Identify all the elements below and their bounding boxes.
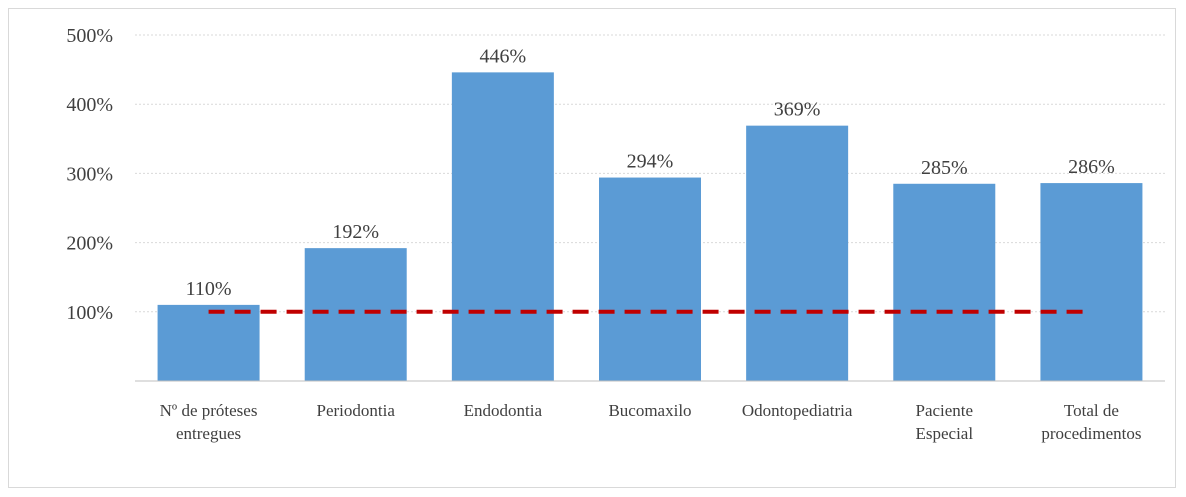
category-label-line: Nº de próteses (160, 401, 258, 420)
category-label: Bucomaxilo (608, 401, 691, 420)
data-label: 285% (921, 157, 968, 179)
bar (746, 126, 848, 381)
data-label: 110% (186, 278, 232, 300)
bar (599, 178, 701, 381)
category-label: Periodontia (317, 401, 396, 420)
bar (452, 72, 554, 381)
data-label: 446% (480, 45, 527, 67)
data-label: 286% (1068, 156, 1115, 178)
data-label: 294% (627, 151, 674, 173)
bar-chart: 100% 200% 300% 400% 500% 110% 192% 446% 294% 369… (9, 9, 1177, 489)
bar (158, 305, 260, 381)
category-label: Endodontia (464, 401, 543, 420)
y-tick-label: 200% (66, 233, 113, 255)
category-label: Paciente Especial (915, 401, 973, 443)
y-tick-label: 400% (66, 94, 113, 116)
category-label-line: procedimentos (1041, 424, 1141, 443)
bar (305, 248, 407, 381)
category-label-line: Total de (1064, 401, 1119, 420)
category-label: Odontopediatria (742, 401, 853, 420)
category-label: Total de procedimentos (1041, 401, 1141, 443)
bars (158, 72, 1143, 381)
category-label: Nº de próteses entregues (160, 401, 258, 443)
bar (893, 184, 995, 381)
category-label-line: Bucomaxilo (608, 401, 691, 420)
category-label-line: entregues (176, 424, 241, 443)
data-label: 192% (332, 221, 379, 243)
category-label-line: Odontopediatria (742, 401, 853, 420)
y-axis-tick-labels: 100% 200% 300% 400% 500% (66, 25, 113, 324)
chart-container: 100% 200% 300% 400% 500% 110% 192% 446% 294% 369… (8, 8, 1176, 488)
y-tick-label: 500% (66, 25, 113, 47)
data-label: 369% (774, 99, 821, 121)
category-label-line: Especial (915, 424, 973, 443)
category-label-line: Paciente (915, 401, 973, 420)
category-label-line: Periodontia (317, 401, 396, 420)
bar (1040, 183, 1142, 381)
x-axis-category-labels: Nº de próteses entregues Periodontia Endodo… (160, 401, 1142, 443)
y-tick-label: 100% (66, 302, 113, 324)
y-tick-label: 300% (66, 163, 113, 185)
category-label-line: Endodontia (464, 401, 543, 420)
